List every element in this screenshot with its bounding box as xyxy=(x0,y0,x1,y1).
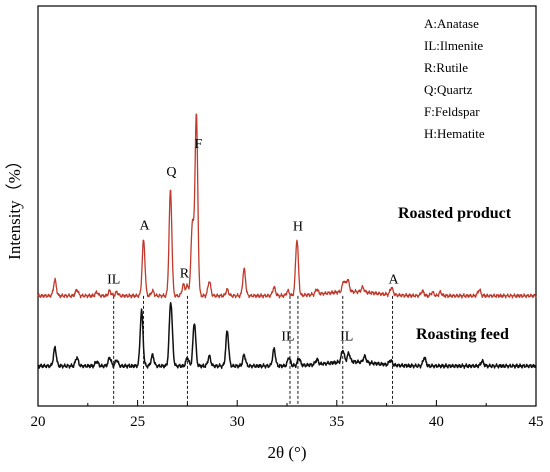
peak-label: IL xyxy=(340,330,353,345)
plot-area xyxy=(37,5,537,407)
series-line-roasted-product xyxy=(37,113,537,299)
peak-label: A xyxy=(389,273,400,288)
legend-entry-ilmenite: IL:Ilmenite xyxy=(424,38,483,53)
legend-entry-anatase: A:Anatase xyxy=(424,16,479,31)
peak-label: R xyxy=(180,267,190,282)
peak-label: A xyxy=(140,218,151,233)
series-label-roasted-product: Roasted product xyxy=(398,205,512,222)
series-line-roasting-feed xyxy=(37,301,537,370)
x-axis-title: 2θ (°) xyxy=(267,443,306,462)
x-tick-label: 20 xyxy=(31,414,46,430)
peak-label: F xyxy=(194,137,202,152)
x-axis-ticks: 20 25 30 35 40 45 xyxy=(31,400,544,430)
legend-entry-feldspar: F:Feldspar xyxy=(424,104,480,119)
legend-entry-rutile: R:Rutile xyxy=(424,60,468,75)
peak-label: IL xyxy=(107,273,120,288)
y-axis-title: Intensity（%） xyxy=(5,152,24,260)
series-label-roasting-feed: Roasting feed xyxy=(416,326,509,343)
peak-labels: F Q A H R IL A IL IL xyxy=(107,137,399,344)
peak-label: Q xyxy=(166,165,176,180)
legend-entry-quartz: Q:Quartz xyxy=(424,82,473,97)
peak-label: H xyxy=(293,219,303,234)
x-tick-label: 30 xyxy=(230,414,245,430)
x-tick-label: 40 xyxy=(429,414,444,430)
series-group xyxy=(37,113,537,370)
legend: A:Anatase IL:Ilmenite R:Rutile Q:Quartz … xyxy=(424,16,485,141)
legend-entry-hematite: H:Hematite xyxy=(424,126,485,141)
peak-label: IL xyxy=(281,330,294,345)
x-tick-label: 45 xyxy=(529,414,544,430)
x-tick-label: 35 xyxy=(329,414,344,430)
x-tick-label: 25 xyxy=(130,414,145,430)
